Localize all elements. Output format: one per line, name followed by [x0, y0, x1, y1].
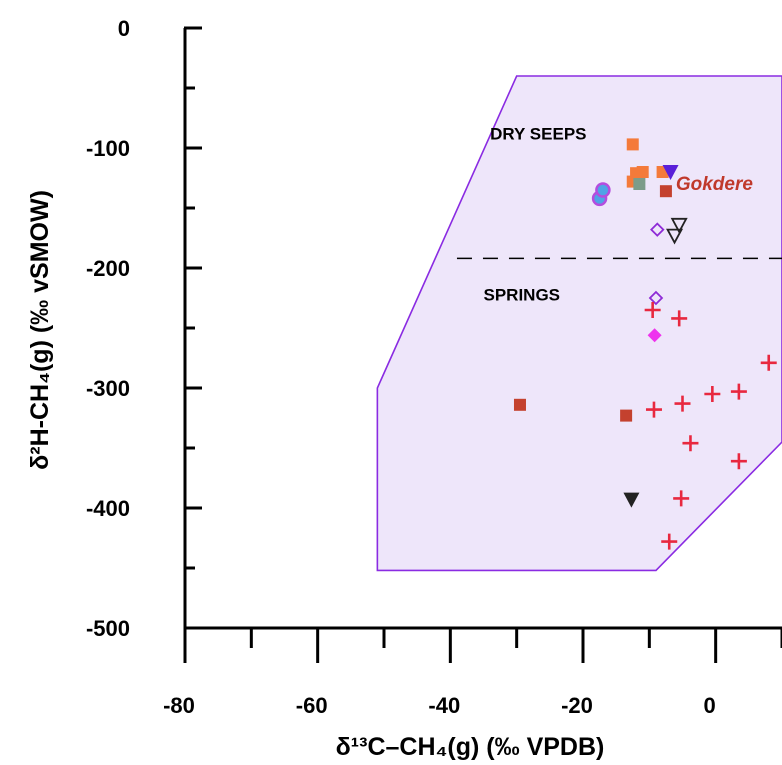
y-tick-label: -500 — [86, 616, 130, 641]
data-point-square — [514, 399, 526, 411]
y-tick-label: -200 — [86, 256, 130, 281]
annotation-dry-seeps: DRY SEEPS — [490, 125, 586, 144]
x-tick-label: -20 — [561, 693, 593, 718]
data-point-square — [620, 410, 632, 422]
data-point-square — [633, 178, 645, 190]
y-tick-label: -400 — [86, 496, 130, 521]
y-tick-label: 0 — [118, 16, 130, 41]
annotation-gokdere: Gokdere — [676, 174, 754, 195]
data-point-square — [660, 185, 672, 197]
y-tick-label: -300 — [86, 376, 130, 401]
x-tick-label: -80 — [163, 693, 195, 718]
x-tick-label: -60 — [296, 693, 328, 718]
field-layer — [377, 76, 782, 570]
x-axis-title: δ¹³C–CH₄(g) (‰ VPDB) — [336, 733, 605, 761]
data-point-square — [637, 166, 649, 178]
data-point-circle — [596, 184, 609, 197]
x-tick-label: 0 — [704, 693, 716, 718]
data-point-square — [627, 138, 639, 150]
annotation-springs: SPRINGS — [484, 285, 561, 304]
y-axis-title: δ²H-CH₄(g) (‰ vSMOW) — [26, 190, 54, 470]
field-polygon — [377, 76, 782, 570]
x-tick-label: -40 — [428, 693, 460, 718]
y-tick-label: -100 — [86, 136, 130, 161]
